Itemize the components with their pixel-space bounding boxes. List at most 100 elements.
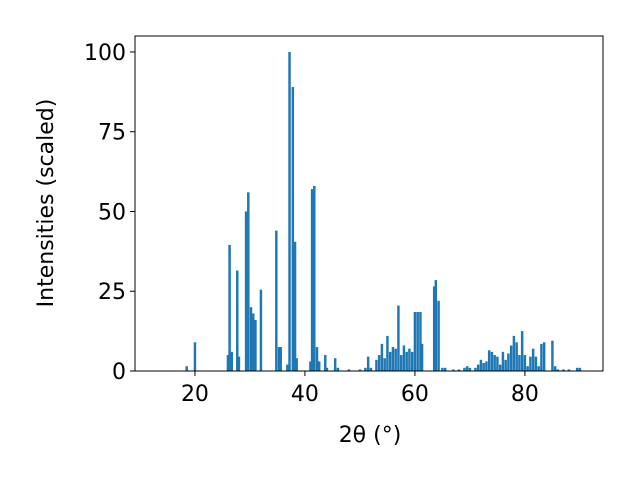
bar bbox=[247, 192, 250, 371]
bar bbox=[468, 367, 472, 371]
bar bbox=[518, 355, 521, 371]
bar bbox=[313, 185, 316, 371]
plot-frame bbox=[134, 35, 604, 372]
bar bbox=[324, 355, 327, 371]
bar bbox=[529, 356, 532, 371]
bar bbox=[465, 366, 469, 371]
bar bbox=[562, 369, 565, 371]
bar bbox=[315, 347, 319, 371]
bar bbox=[397, 305, 400, 371]
bar bbox=[236, 270, 239, 371]
bar bbox=[237, 356, 241, 371]
bar bbox=[432, 286, 436, 371]
bar bbox=[534, 356, 538, 371]
x-tick-label: 20 bbox=[181, 382, 209, 407]
bar bbox=[383, 358, 386, 371]
y-tick-label: 25 bbox=[98, 280, 126, 305]
bar bbox=[228, 244, 231, 371]
bar bbox=[413, 311, 417, 371]
bar bbox=[501, 351, 505, 371]
bar bbox=[377, 355, 381, 371]
bar bbox=[515, 342, 518, 371]
bar bbox=[551, 340, 554, 371]
bar bbox=[391, 347, 395, 371]
bar bbox=[408, 348, 411, 371]
bar bbox=[325, 367, 329, 371]
bar bbox=[457, 369, 461, 371]
bar bbox=[512, 335, 516, 371]
bar bbox=[419, 311, 422, 371]
bar bbox=[364, 367, 367, 371]
bar bbox=[485, 361, 488, 371]
bar bbox=[531, 348, 535, 371]
bar bbox=[437, 300, 440, 371]
bar bbox=[288, 51, 291, 371]
bar bbox=[463, 367, 466, 371]
bar bbox=[358, 369, 362, 371]
bar bbox=[226, 355, 230, 371]
y-tick-label: 50 bbox=[98, 200, 126, 225]
bar bbox=[252, 313, 255, 371]
bar bbox=[309, 361, 312, 371]
y-axis-label: Intensities (scaled) bbox=[34, 99, 59, 308]
bar bbox=[420, 343, 424, 371]
bar bbox=[523, 355, 527, 371]
bar bbox=[537, 366, 540, 371]
x-tick-label: 80 bbox=[511, 382, 539, 407]
bar bbox=[388, 351, 392, 371]
bar bbox=[504, 359, 507, 371]
bar bbox=[333, 358, 337, 371]
bar bbox=[498, 364, 502, 371]
bar bbox=[474, 367, 477, 371]
bar bbox=[479, 359, 483, 371]
bar bbox=[575, 367, 579, 371]
bar bbox=[336, 367, 340, 371]
bar bbox=[578, 367, 582, 371]
bar bbox=[476, 364, 480, 371]
bar bbox=[394, 348, 397, 371]
y-tick-label: 0 bbox=[112, 360, 126, 385]
bar bbox=[286, 364, 289, 371]
bar bbox=[553, 366, 557, 371]
bar bbox=[496, 356, 499, 371]
bar bbox=[375, 359, 378, 371]
bar bbox=[399, 355, 403, 371]
bar bbox=[493, 355, 496, 371]
x-tick-label: 60 bbox=[401, 382, 429, 407]
bar bbox=[487, 350, 491, 371]
bar bbox=[556, 369, 560, 371]
bar bbox=[540, 343, 543, 371]
bar bbox=[542, 342, 546, 371]
bar bbox=[293, 241, 297, 371]
bar bbox=[230, 351, 234, 371]
bar bbox=[347, 369, 351, 371]
bar bbox=[310, 189, 314, 371]
bar bbox=[244, 211, 248, 371]
bar bbox=[277, 347, 281, 371]
bar bbox=[482, 363, 485, 371]
bar bbox=[386, 335, 389, 371]
bar bbox=[317, 361, 321, 371]
bar bbox=[402, 345, 406, 371]
bar bbox=[441, 367, 444, 371]
bar bbox=[520, 331, 524, 371]
bar bbox=[526, 366, 529, 371]
bar bbox=[410, 351, 414, 371]
bar bbox=[416, 311, 419, 371]
x-axis-label: 2θ (°) bbox=[339, 423, 402, 448]
bar bbox=[369, 367, 373, 371]
x-tick-label: 40 bbox=[291, 382, 319, 407]
bar bbox=[279, 347, 282, 371]
y-tick-label: 75 bbox=[98, 121, 126, 146]
y-tick-label: 100 bbox=[84, 41, 126, 66]
bar bbox=[405, 351, 408, 371]
bar bbox=[452, 369, 455, 371]
bar bbox=[507, 353, 510, 371]
bar bbox=[380, 343, 384, 371]
bar bbox=[434, 280, 438, 371]
bar bbox=[259, 289, 263, 371]
bar bbox=[254, 319, 257, 371]
bar bbox=[275, 230, 278, 371]
bar bbox=[185, 366, 188, 371]
